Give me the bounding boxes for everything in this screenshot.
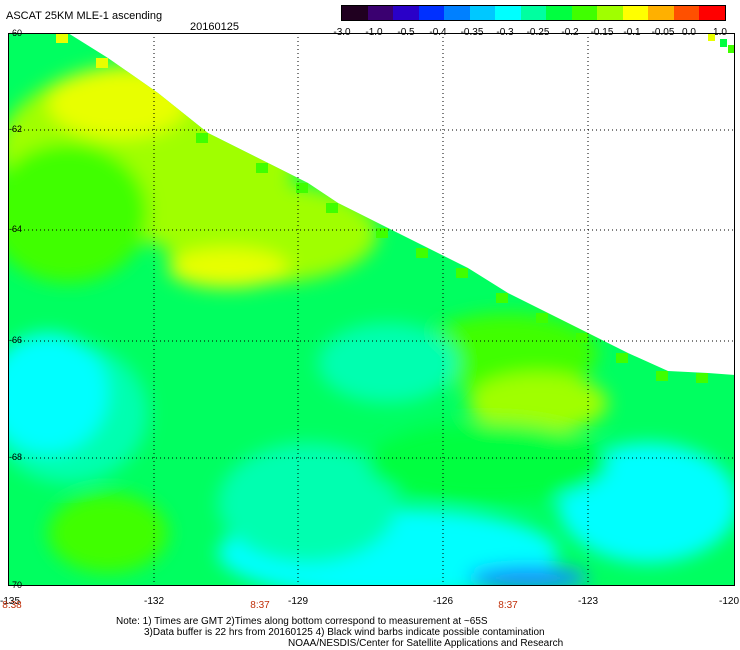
- lon-label: -120: [718, 596, 740, 607]
- field-patch: [468, 373, 608, 433]
- field-patch: [8, 143, 148, 283]
- colorbar-swatch: [495, 6, 521, 20]
- swath-edge-cell: [146, 93, 158, 103]
- time-label: 8:37: [498, 600, 518, 611]
- swath-edge-cell: [256, 163, 268, 173]
- field-patch: [418, 313, 598, 393]
- field-patch: [48, 68, 188, 138]
- colorbar-tick: -0.05: [651, 27, 675, 38]
- time-label: 8:38: [2, 600, 22, 611]
- swath-edge-cell: [96, 58, 108, 68]
- colorbar-swatch: [444, 6, 470, 20]
- swath-edge-cell: [416, 248, 428, 258]
- colorbar-tick: -3.0: [333, 27, 351, 38]
- colorbar-swatch: [367, 6, 394, 20]
- colorbar-tick: 1.0: [713, 27, 727, 38]
- colorbar-swatch: [648, 6, 674, 20]
- lat-label: -62: [9, 124, 23, 134]
- swath-edge-cell: [196, 133, 208, 143]
- field-patch: [8, 333, 108, 453]
- colorbar-swatch: [699, 6, 725, 20]
- lon-label: -123: [577, 596, 599, 607]
- colorbar-swatch: [520, 6, 547, 20]
- swath-edge-cell: [536, 313, 548, 323]
- colorbar-tick-labels: -3.0 -1.0 -0.5 -0.4 -0.35 -0.3 -0.25 -0.…: [331, 27, 731, 39]
- colorbar-swatch: [571, 6, 598, 20]
- colorbar-swatch: [673, 6, 700, 20]
- colorbar-tick: -0.3: [496, 27, 514, 38]
- colorbar-swatch: [393, 6, 419, 20]
- note-line-1: Note: 1) Times are GMT 2)Times along bot…: [116, 616, 488, 627]
- map-frame: [8, 33, 735, 586]
- isolated-cell: [708, 33, 715, 41]
- swath-edge-cell: [496, 293, 508, 303]
- colorbar-swatch: [418, 6, 445, 20]
- time-label: 8:37: [250, 600, 270, 611]
- lon-label: -135: [0, 596, 21, 607]
- lon-label: -129: [287, 596, 309, 607]
- swath-edge-cell: [616, 353, 628, 363]
- lon-label: -132: [143, 596, 165, 607]
- colorbar-tick: -0.2: [561, 27, 579, 38]
- colorbar-swatch: [546, 6, 572, 20]
- swath-edge-cell: [576, 333, 588, 343]
- lat-label: -64: [9, 224, 23, 234]
- product-title: ASCAT 25KM MLE-1 ascending: [6, 10, 163, 22]
- field-patch: [318, 323, 458, 403]
- lon-label: -126: [432, 596, 454, 607]
- colorbar-tick: -0.4: [429, 27, 447, 38]
- field-patch: [48, 493, 168, 573]
- colorbar: [341, 5, 726, 21]
- colorbar-tick: 0.0: [682, 27, 696, 38]
- colorbar-tick: -0.35: [460, 27, 484, 38]
- wind-field-map: [8, 33, 735, 586]
- swath-edge-cell: [696, 373, 708, 383]
- lat-label: -68: [9, 452, 23, 462]
- product-date: 20160125: [190, 21, 239, 33]
- field-patch: [218, 443, 398, 563]
- colorbar-tick: -0.5: [397, 27, 415, 38]
- field-patch: [168, 248, 288, 288]
- note-line-2: 3)Data buffer is 22 hrs from 20160125 4)…: [144, 627, 545, 638]
- swath-edge-cell: [56, 33, 68, 43]
- colorbar-swatch: [469, 6, 496, 20]
- lat-label: -66: [9, 335, 23, 345]
- colorbar-tick: -0.25: [526, 27, 550, 38]
- colorbar-tick: -1.0: [365, 27, 383, 38]
- colorbar-swatch: [622, 6, 649, 20]
- colorbar-swatch: [342, 6, 368, 20]
- swath-edge-cell: [376, 228, 388, 238]
- colorbar-tick: -0.1: [623, 27, 641, 38]
- swath-edge-cell: [656, 371, 668, 381]
- note-line-3: NOAA/NESDIS/Center for Satellite Applica…: [288, 638, 564, 649]
- colorbar-tick: -0.15: [590, 27, 614, 38]
- field-patch: [368, 423, 608, 503]
- swath-edge-cell: [296, 183, 308, 193]
- colorbar-swatch: [597, 6, 623, 20]
- lat-label: -70: [9, 580, 23, 590]
- swath-edge-cell: [326, 203, 338, 213]
- lat-label: -60: [9, 28, 23, 38]
- swath-edge-cell: [456, 268, 468, 278]
- isolated-cell: [720, 39, 727, 47]
- field-patch: [468, 566, 588, 586]
- isolated-cell: [728, 45, 735, 53]
